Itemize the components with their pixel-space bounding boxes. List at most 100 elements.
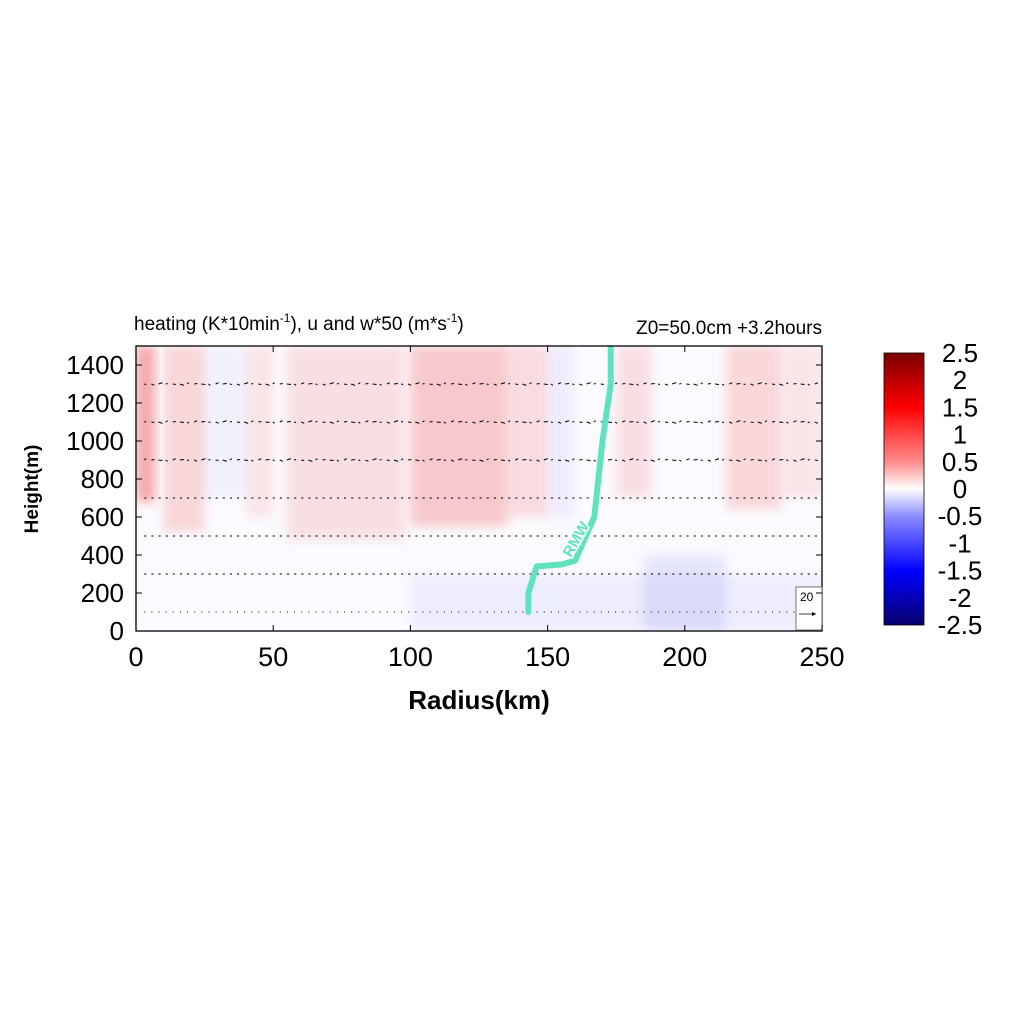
colorbar [883,352,925,626]
colorbar-tick-label: 0 [953,474,967,504]
wind-vector [393,420,399,423]
wind-vector [315,458,318,461]
wind-vector [536,420,540,423]
x-axis-label: Radius(km) [408,685,550,715]
wind-vector [350,383,356,386]
wind-vector [664,383,669,386]
wind-vector [343,458,348,461]
wind-vector [629,458,634,461]
wind-vector [643,382,647,385]
wind-vector [550,383,554,386]
wind-vector [650,420,655,423]
wind-vector [707,459,712,462]
wind-vector [515,458,519,461]
wind-vector [386,382,391,385]
wind-vector [672,421,677,424]
wind-vector [143,458,147,461]
wind-vector [236,383,241,386]
wind-vector [522,383,527,386]
wind-vector [250,459,254,462]
wind-vector [614,421,618,424]
wind-vector [400,458,404,461]
wind-vector [443,421,447,424]
wind-vector [265,383,270,386]
wind-vector [593,420,596,423]
wind-vector [807,383,811,386]
wind-vector [293,383,297,386]
wind-vector [165,459,168,462]
wind-vector [679,459,682,462]
wind-vector [186,382,190,385]
wind-vector [814,382,819,385]
wind-vector [151,383,155,386]
wind-vector [771,458,776,461]
wind-vector [672,382,677,385]
x-tick-label: 100 [388,642,433,672]
wind-vector [636,383,639,386]
heating-band-10 [547,346,576,517]
wind-vector [750,383,754,386]
wind-vector [586,421,591,424]
wind-vector [465,383,468,386]
heating-band-4 [410,346,507,527]
y-tick-label: 600 [81,502,124,532]
x-axis: 0 50 100 150 200 250 [128,346,845,672]
wind-vector [407,383,412,386]
wind-vector [308,420,313,423]
wind-vector [193,420,198,423]
wind-vector [565,459,570,462]
wind-vector [329,382,334,385]
wind-vector [622,420,626,423]
wind-vector [215,382,219,385]
wind-vector [557,421,562,424]
colorbar-tick-label: 1.5 [942,392,978,422]
heating-band-3 [286,346,405,540]
wind-vector [793,459,797,462]
y-tick-label: 1400 [66,350,124,380]
wind-vector [372,458,377,461]
wind-vector [379,383,382,386]
wind-vector [486,458,489,461]
chart-subtitle: Z0=50.0cm +3.2hours [636,318,822,339]
wind-vector [336,459,340,462]
wind-vector [365,420,369,423]
wind-vector [179,383,185,386]
wind-vector [579,383,583,386]
colorbar-ticks: 2.521.510.50-0.5-1-1.5-2-2.5 [938,338,983,640]
wind-vector [786,382,789,385]
heating-band-1 [163,346,205,533]
wind-vector [415,421,420,424]
wind-vector [172,458,176,461]
colorbar-tick-label: -2.5 [938,610,983,640]
wind-vector [250,420,254,423]
wind-vector [679,420,682,423]
wind-vector [450,459,455,462]
rmw-curve [525,346,614,615]
wind-vector [479,459,484,462]
reference-vector-label: 20 [800,590,814,604]
y-axis-label: Height(m) [22,445,43,534]
wind-vector [729,421,733,424]
colorbar-tick-label: 2.5 [942,338,978,368]
reference-vector-box: 20 [795,586,823,631]
wind-vector [743,458,746,461]
wind-vector [714,458,720,461]
wind-vector [736,459,741,462]
wind-vector [779,383,784,386]
wind-vector [322,383,326,386]
x-tick-label: 50 [258,642,288,672]
y-tick-label: 1000 [66,426,124,456]
wind-vector [793,420,797,423]
wind-vector [472,421,476,424]
heating-band-7 [725,346,781,510]
plot-frame [135,345,823,632]
wind-vector [336,420,340,423]
x-tick-label: 0 [128,642,143,672]
wind-vector [279,459,283,462]
wind-vector [457,458,463,461]
wind-vector [279,420,283,423]
wind-vector [443,382,447,385]
wind-vectors [143,382,819,613]
wind-vector [300,421,305,424]
wind-vector [721,383,725,386]
